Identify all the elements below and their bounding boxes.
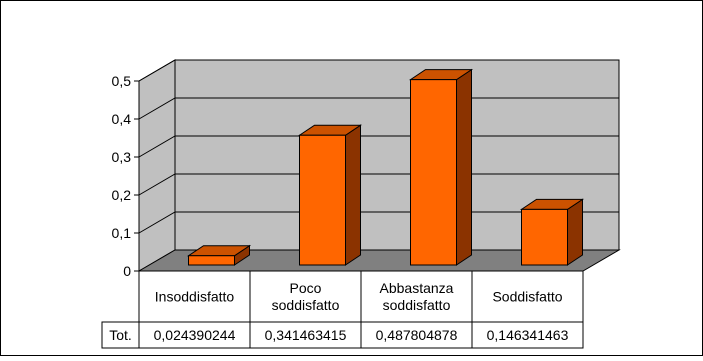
bar — [186, 244, 252, 266]
series-label: Tot. — [109, 327, 132, 343]
bar-front — [299, 134, 346, 266]
plot-walls — [137, 59, 621, 272]
bar — [408, 68, 474, 266]
side-wall — [138, 59, 176, 272]
y-tick-label: 0 — [123, 263, 131, 279]
y-axis-ticks: 0 0,1 0,2 0,3 0,4 0,5 — [112, 73, 140, 279]
category-label: Soddisfatto — [492, 289, 562, 305]
category-label: Abbastanza — [380, 280, 454, 296]
bar-front — [521, 208, 568, 266]
y-tick-label: 0,5 — [112, 73, 132, 89]
y-tick-label: 0,1 — [112, 225, 132, 241]
category-label: soddisfatto — [272, 297, 340, 313]
y-tick-label: 0,2 — [112, 187, 132, 203]
bar-side — [345, 124, 361, 266]
bar-front — [188, 255, 235, 266]
value-label: 0,341463415 — [265, 327, 347, 343]
data-table: Insoddisfatto0,024390244Pocosoddisfatto0… — [101, 270, 584, 349]
value-label: 0,024390244 — [154, 327, 236, 343]
category-label: Insoddisfatto — [155, 289, 235, 305]
bar-front — [410, 79, 457, 266]
value-label: 0,146341463 — [487, 327, 569, 343]
bar-side — [456, 68, 472, 266]
y-tick-label: 0,3 — [112, 149, 132, 165]
bar — [519, 198, 585, 266]
bar — [297, 124, 363, 266]
bar-side — [567, 198, 583, 266]
value-label: 0,487804878 — [376, 327, 458, 343]
bars — [186, 68, 585, 266]
category-label: soddisfatto — [383, 297, 451, 313]
category-label: Poco — [290, 280, 322, 296]
table-values-box — [101, 321, 584, 349]
gridline — [138, 59, 619, 82]
y-tick-label: 0,4 — [112, 111, 132, 127]
